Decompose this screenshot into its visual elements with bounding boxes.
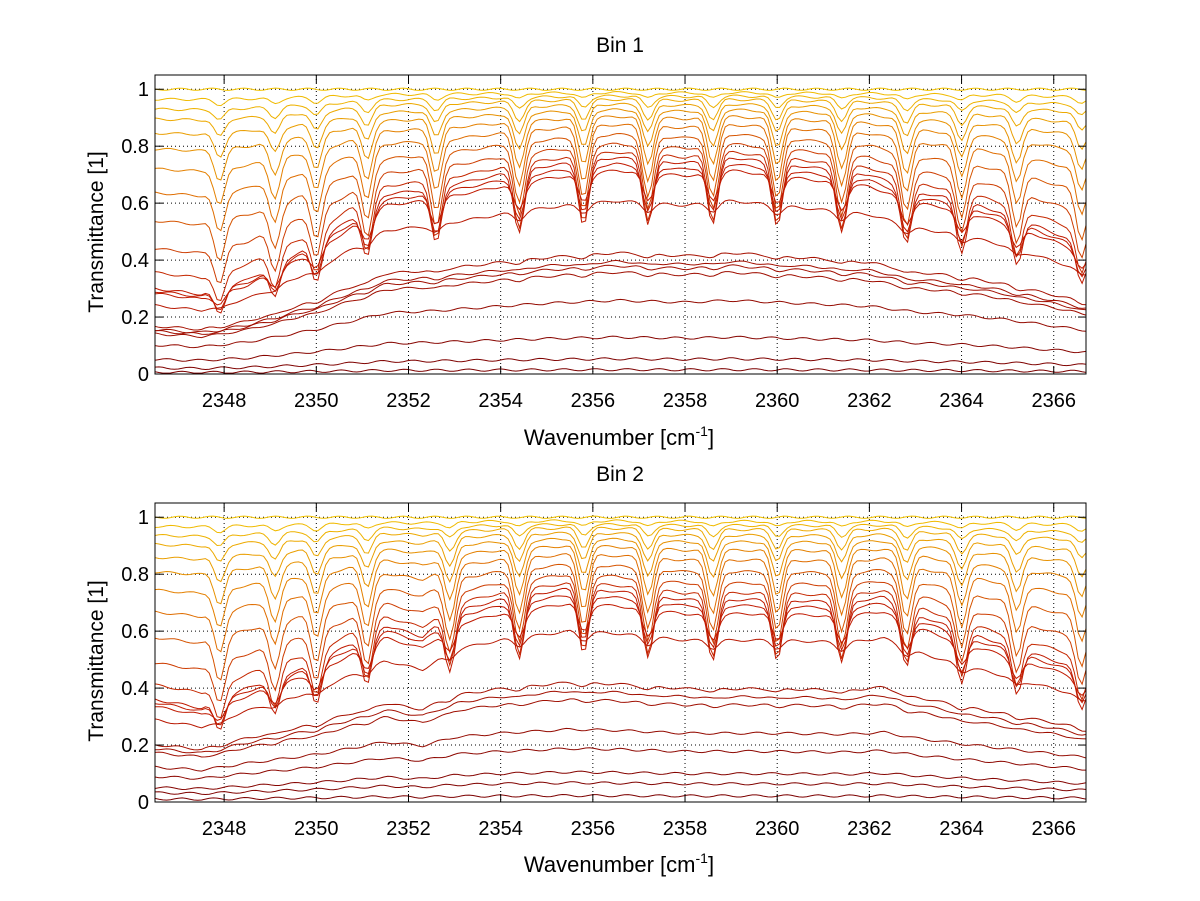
series-line: [155, 264, 1086, 335]
y-tick-label: 1: [138, 79, 149, 101]
series-line: [155, 747, 1086, 780]
series-line: [155, 582, 1086, 719]
series-line: [155, 526, 1086, 562]
y-tick-label: 0: [138, 792, 149, 814]
series-line: [155, 574, 1086, 702]
series-line: [155, 94, 1086, 120]
series-line: [155, 603, 1086, 721]
series-line: [155, 537, 1086, 605]
series-line: [155, 515, 1086, 519]
y-tick-label: 0.4: [121, 250, 149, 272]
series-line: [155, 690, 1086, 754]
x-tick-label: 2366: [1031, 390, 1076, 412]
series-line: [155, 98, 1086, 136]
series-line: [155, 162, 1086, 311]
series-line: [155, 770, 1086, 791]
series-line: [155, 727, 1086, 772]
x-tick-label: 2348: [202, 818, 247, 840]
x-tick-label: 2362: [847, 390, 892, 412]
x-tick-label: 2350: [294, 818, 339, 840]
panel-bin-1: Bin 1 2348 2350 2352 2354 2356 2358 2360 2362 23…: [85, 34, 1087, 450]
series-line: [155, 357, 1086, 371]
series-line: [155, 298, 1086, 349]
series-line: [155, 259, 1086, 334]
series-line: [155, 522, 1086, 547]
series-line: [155, 123, 1086, 232]
series-line: [155, 102, 1086, 158]
x-tick-label: 2354: [478, 390, 523, 412]
series-line: [155, 629, 1086, 729]
series-line: [155, 169, 1086, 306]
x-tick-label: 2366: [1031, 818, 1076, 840]
series-line: [155, 531, 1086, 583]
series-line: [155, 115, 1086, 205]
x-tick-label: 2354: [478, 818, 523, 840]
x-tick-label: 2360: [755, 818, 800, 840]
series-line: [155, 335, 1086, 362]
x-tick-label: 2362: [847, 818, 892, 840]
x-axis-label: Wavenumber [cm-1]: [524, 850, 714, 877]
y-tick-label: 0.8: [121, 136, 149, 158]
y-axis-label: Transmittance [1]: [85, 151, 108, 312]
y-tick-label: 1: [138, 507, 149, 529]
x-tick-label: 2356: [571, 818, 616, 840]
y-tick-label: 0.4: [121, 678, 149, 700]
x-tick-label: 2364: [939, 390, 984, 412]
series-line: [155, 519, 1086, 534]
x-tick-label: 2358: [663, 818, 708, 840]
series-line: [155, 563, 1086, 681]
series-line: [155, 142, 1086, 284]
series-line: [155, 368, 1086, 374]
series-line: [155, 108, 1086, 181]
series-line: [155, 781, 1086, 796]
x-tick-label: 2352: [386, 818, 431, 840]
y-tick-label: 0.2: [121, 307, 149, 329]
x-axis-label: Wavenumber [cm-1]: [524, 423, 714, 450]
x-tick-label: 2348: [202, 390, 247, 412]
series-line: [155, 271, 1086, 339]
x-tick-label: 2358: [663, 390, 708, 412]
panel-bin-2: Bin 2 2348 2350 2352 2354 2356 2358 2360 2362 23…: [85, 463, 1087, 877]
x-tick-label: 2364: [939, 818, 984, 840]
series-line: [155, 251, 1086, 331]
y-tick-label: 0.8: [121, 564, 149, 586]
x-tick-label: 2350: [294, 390, 339, 412]
x-tick-label: 2360: [755, 390, 800, 412]
chart-title: Bin 2: [596, 463, 644, 486]
series-line: [155, 199, 1086, 312]
series-line: [155, 681, 1086, 751]
series-line: [155, 793, 1086, 801]
y-tick-label: 0.6: [121, 621, 149, 643]
tick-marks: 2348 2350 2352 2354 2356 2358 2360 2362 2364 2366…: [121, 75, 1086, 412]
series-group: [155, 87, 1086, 374]
axes-frame: [154, 502, 1087, 803]
y-tick-label: 0.6: [121, 193, 149, 215]
y-tick-label: 0.2: [121, 735, 149, 757]
series-line: [155, 87, 1086, 91]
axes-frame: [154, 74, 1087, 375]
series-line: [155, 132, 1086, 261]
series-line: [155, 544, 1086, 627]
series-line: [155, 150, 1086, 302]
series-line: [155, 698, 1086, 758]
tick-marks: 2348 2350 2352 2354 2356 2358 2360 2362 2364 2366…: [121, 503, 1086, 840]
y-tick-label: 0: [138, 364, 149, 386]
series-group: [155, 515, 1086, 801]
series-line: [155, 553, 1086, 653]
chart-title: Bin 1: [596, 34, 644, 57]
series-line: [155, 90, 1086, 107]
y-axis-label: Transmittance [1]: [85, 580, 108, 741]
x-tick-label: 2356: [571, 390, 616, 412]
x-tick-label: 2352: [386, 390, 431, 412]
